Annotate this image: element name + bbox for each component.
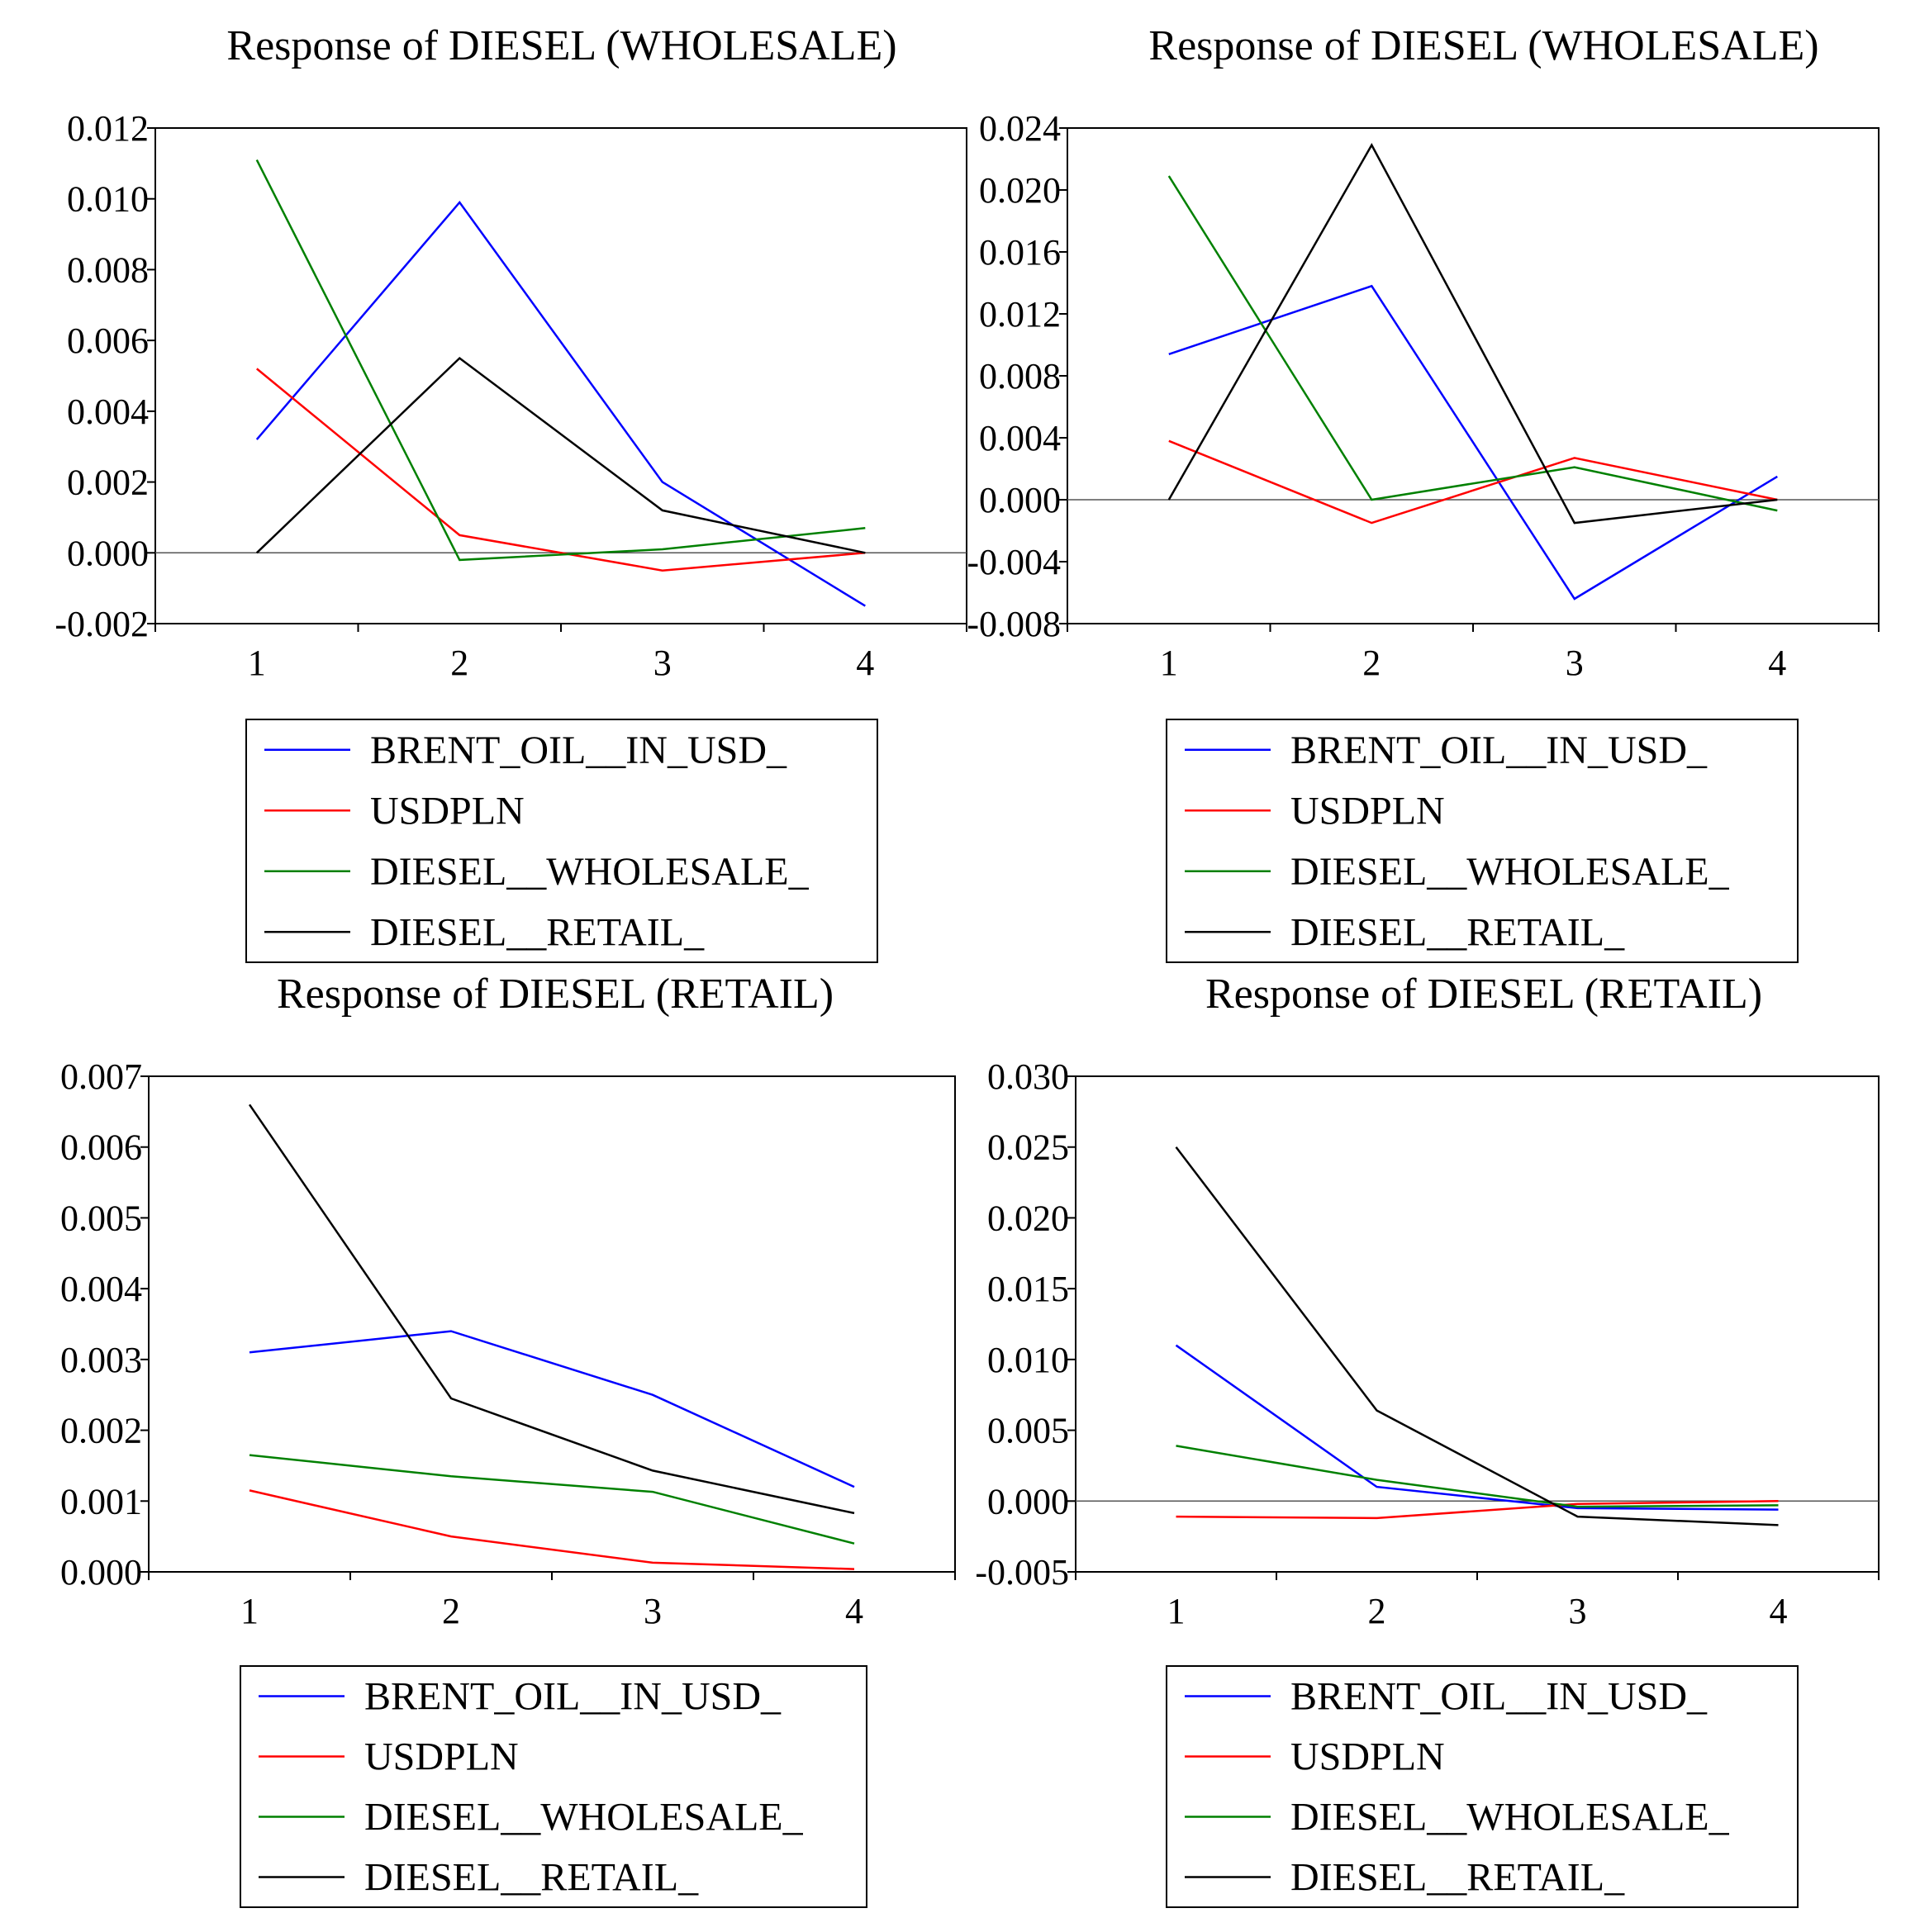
y-tick-label: 0.010 xyxy=(67,179,149,220)
legend-label: DIESEL__WHOLESALE_ xyxy=(1290,1796,1730,1839)
y-tick-label: 0.004 xyxy=(67,392,149,432)
chart-panel-2: Response of DIESEL (WHOLESALE) 0.024 0.02… xyxy=(967,22,1880,963)
series-line-brent-oil-in-usd xyxy=(255,200,866,607)
x-tick-label: 3 xyxy=(1569,1591,1587,1631)
series-line-brent-oil-in-usd xyxy=(1168,284,1778,600)
y-tick-label: 0.016 xyxy=(979,232,1061,273)
legend-box xyxy=(1166,1665,1799,1908)
series-line-diesel-retail xyxy=(255,356,866,554)
y-tick-label: 0.008 xyxy=(979,356,1061,396)
y-tick-label: 0.002 xyxy=(67,463,149,503)
legend-label: DIESEL__WHOLESALE_ xyxy=(364,1796,804,1839)
series-line-diesel-wholesale xyxy=(1176,1445,1779,1508)
plot-frame xyxy=(148,1075,956,1573)
legend-label: BRENT_OIL__IN_USD_ xyxy=(1290,729,1708,772)
legend-label: DIESEL__RETAIL_ xyxy=(370,910,705,954)
y-tick-label: 0.006 xyxy=(67,320,149,361)
y-tick-label: 0.000 xyxy=(67,533,149,573)
legend-box xyxy=(245,719,878,963)
y-tick-label: 0.007 xyxy=(60,1056,142,1097)
y-tick-label: 0.015 xyxy=(987,1269,1069,1309)
y-tick-label: 0.004 xyxy=(979,418,1061,458)
x-tick-label: 2 xyxy=(450,643,468,683)
series-line-diesel-retail xyxy=(248,1104,855,1515)
x-tick-label: 2 xyxy=(1362,643,1381,683)
series-line-brent-oil-in-usd xyxy=(1175,1344,1779,1511)
chart-title: Response of DIESEL (RETAIL) xyxy=(1205,971,1762,1018)
y-tick-label: 0.003 xyxy=(60,1340,142,1380)
series-line-usdpln xyxy=(1176,1500,1779,1520)
x-tick-label: 4 xyxy=(1770,1591,1788,1631)
y-tick-label: 0.005 xyxy=(987,1411,1069,1451)
x-tick-label: 2 xyxy=(442,1591,460,1631)
y-tick-label: 0.012 xyxy=(67,108,149,149)
y-tick-label: 0.020 xyxy=(987,1198,1069,1238)
legend-box xyxy=(1166,719,1799,963)
y-tick-label: 0.006 xyxy=(60,1127,142,1168)
y-tick-label: 0.002 xyxy=(60,1411,142,1451)
x-tick-label: 4 xyxy=(1768,643,1786,683)
y-tick-label: 0.005 xyxy=(60,1198,142,1238)
y-tick-label: 0.024 xyxy=(979,108,1061,149)
legend-label: DIESEL__RETAIL_ xyxy=(364,1856,699,1900)
y-tick-label: -0.008 xyxy=(967,604,1061,644)
y-tick-label: 0.025 xyxy=(987,1127,1069,1168)
x-tick-label: 1 xyxy=(1160,643,1178,683)
chart-title: Response of DIESEL (WHOLESALE) xyxy=(1148,22,1818,69)
chart-title: Response of DIESEL (RETAIL) xyxy=(277,971,834,1018)
y-tick-label: 0.004 xyxy=(60,1269,142,1309)
y-tick-label: 0.000 xyxy=(60,1552,142,1593)
x-tick-label: 1 xyxy=(1167,1591,1186,1631)
x-tick-label: 1 xyxy=(240,1591,259,1631)
y-tick-label: 0.030 xyxy=(987,1056,1069,1097)
y-tick-label: 0.010 xyxy=(987,1340,1069,1380)
series-line-diesel-retail xyxy=(1167,143,1778,525)
legend-label: USDPLN xyxy=(1290,1735,1445,1779)
x-tick-label: 3 xyxy=(653,643,672,683)
chart-panel-1: Response of DIESEL (WHOLESALE) 0.012 0.01… xyxy=(55,22,967,963)
legend-label: USDPLN xyxy=(370,789,525,833)
series-line-diesel-retail xyxy=(1175,1146,1779,1526)
x-tick-label: 1 xyxy=(248,643,266,683)
x-tick-label: 3 xyxy=(644,1591,662,1631)
series-line-brent-oil-in-usd xyxy=(249,1330,855,1488)
x-tick-label: 2 xyxy=(1368,1591,1386,1631)
legend-box xyxy=(240,1665,867,1908)
series-line-usdpln xyxy=(256,368,866,572)
legend-label: DIESEL__RETAIL_ xyxy=(1290,1856,1625,1900)
series-line-usdpln xyxy=(249,1489,855,1570)
y-tick-label: 0.001 xyxy=(60,1481,142,1521)
y-tick-label: -0.005 xyxy=(975,1552,1069,1593)
legend-label: BRENT_OIL__IN_USD_ xyxy=(1290,1675,1708,1719)
x-tick-label: 3 xyxy=(1566,643,1584,683)
plot-frame xyxy=(1067,127,1880,624)
legend-label: BRENT_OIL__IN_USD_ xyxy=(370,729,787,772)
y-tick-label: 0.000 xyxy=(987,1481,1069,1521)
chart-panel-3: Response of DIESEL (RETAIL) 0.007 0.006 0.… xyxy=(60,971,956,1908)
y-tick-label: 0.008 xyxy=(67,249,149,290)
x-tick-label: 4 xyxy=(856,643,874,683)
series-line-diesel-wholesale xyxy=(255,159,866,562)
legend-label: USDPLN xyxy=(364,1735,519,1779)
y-tick-label: 0.020 xyxy=(979,170,1061,211)
legend-label: BRENT_OIL__IN_USD_ xyxy=(364,1675,782,1719)
legend-label: DIESEL__RETAIL_ xyxy=(1290,910,1625,954)
chart-panel-4: Response of DIESEL (RETAIL) 0.030 0.025 0.… xyxy=(975,971,1880,1908)
x-tick-label: 4 xyxy=(845,1591,863,1631)
chart-title: Response of DIESEL (WHOLESALE) xyxy=(226,22,896,69)
series-line-diesel-wholesale xyxy=(249,1454,855,1545)
series-line-usdpln xyxy=(1168,439,1778,525)
y-tick-label: 0.012 xyxy=(979,294,1061,335)
legend-label: USDPLN xyxy=(1290,789,1445,833)
legend-label: DIESEL__WHOLESALE_ xyxy=(1290,850,1730,894)
legend-label: DIESEL__WHOLESALE_ xyxy=(370,850,810,894)
y-tick-label: -0.002 xyxy=(55,604,149,644)
y-tick-label: -0.004 xyxy=(967,542,1061,582)
y-tick-label: 0.000 xyxy=(979,480,1061,520)
series-line-diesel-wholesale xyxy=(1167,175,1778,512)
